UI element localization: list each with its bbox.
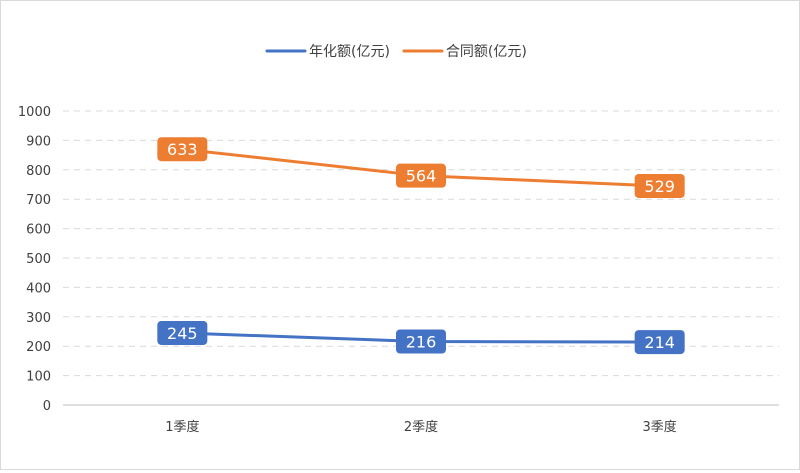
y-tick-label: 600 bbox=[26, 223, 51, 238]
data-label-box bbox=[634, 173, 685, 198]
x-tick-label: 3季度 bbox=[643, 419, 677, 435]
data-labels: 245 216 214 633 564 529 bbox=[157, 137, 685, 355]
y-tick-label: 500 bbox=[26, 252, 51, 267]
y-tick-label: 200 bbox=[26, 340, 51, 355]
data-label-box bbox=[157, 137, 208, 162]
y-tick-label: 700 bbox=[26, 193, 51, 208]
data-label: 633 bbox=[167, 140, 198, 159]
data-label-box bbox=[396, 163, 446, 188]
y-tick-label: 900 bbox=[26, 134, 51, 149]
legend-label: 合同额(亿元) bbox=[446, 44, 527, 60]
data-label-box bbox=[396, 329, 446, 354]
y-tick-label: 400 bbox=[26, 281, 51, 296]
legend-label: 年化额(亿元) bbox=[309, 44, 390, 60]
data-label: 564 bbox=[406, 167, 437, 186]
data-label-box bbox=[634, 330, 685, 355]
x-axis: 1季度 2季度 3季度 bbox=[63, 404, 779, 435]
y-tick-label: 800 bbox=[26, 164, 51, 179]
y-tick-label: 1000 bbox=[18, 105, 51, 120]
y-tick-label: 100 bbox=[26, 370, 51, 385]
data-label: 214 bbox=[644, 333, 675, 352]
data-label: 245 bbox=[167, 324, 198, 343]
x-tick-label: 2季度 bbox=[404, 419, 438, 435]
y-axis: 0 100 200 300 400 500 600 700 800 900 1000 bbox=[18, 105, 51, 414]
y-tick-label: 300 bbox=[26, 311, 51, 326]
data-label: 216 bbox=[406, 332, 437, 351]
data-label-box bbox=[157, 320, 208, 345]
data-label: 529 bbox=[644, 177, 675, 196]
legend: 年化额(亿元) 合同额(亿元) bbox=[265, 44, 527, 60]
y-tick-label: 0 bbox=[43, 399, 51, 414]
x-tick-label: 1季度 bbox=[165, 419, 199, 435]
